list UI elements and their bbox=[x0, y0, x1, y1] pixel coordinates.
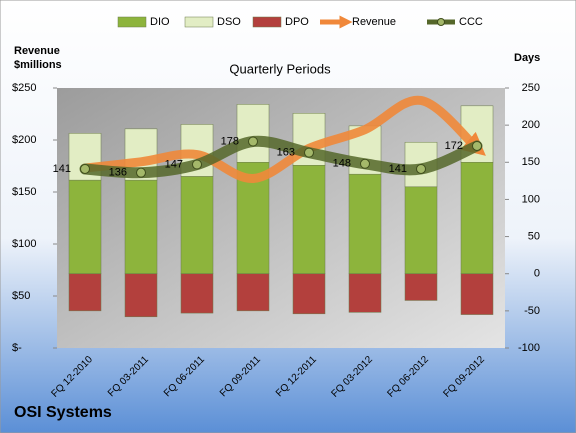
legend-label: DSO bbox=[217, 16, 241, 28]
point bbox=[192, 159, 202, 170]
bar bbox=[460, 162, 494, 274]
y2-tick-label: 100 bbox=[522, 193, 540, 205]
bar bbox=[68, 179, 102, 274]
y2-tick-label: 250 bbox=[522, 82, 540, 94]
bar bbox=[404, 273, 438, 301]
bar bbox=[180, 273, 214, 314]
legend-swatch bbox=[117, 16, 147, 28]
point bbox=[416, 163, 426, 174]
plot-area bbox=[57, 88, 505, 348]
bar bbox=[68, 273, 102, 312]
bar bbox=[348, 273, 382, 313]
bar bbox=[180, 176, 214, 274]
legend-label: DIO bbox=[150, 16, 170, 28]
y-tick-label: $- bbox=[12, 342, 22, 354]
line bbox=[80, 95, 486, 183]
data-label: 136 bbox=[109, 167, 127, 179]
y2-tick-label: -100 bbox=[518, 342, 540, 354]
point bbox=[304, 147, 314, 158]
data-label: 163 bbox=[277, 147, 295, 159]
legend-swatch bbox=[184, 16, 214, 28]
y2-tick-label: 150 bbox=[522, 156, 540, 168]
data-label: 141 bbox=[53, 163, 71, 175]
legend-swatch bbox=[252, 16, 282, 28]
bar bbox=[348, 173, 382, 274]
data-label: 148 bbox=[333, 158, 351, 170]
bar bbox=[292, 273, 326, 315]
bar bbox=[124, 179, 158, 274]
y-tick-label: $50 bbox=[12, 290, 30, 302]
point bbox=[80, 163, 90, 174]
data-label: 172 bbox=[445, 140, 463, 152]
bar bbox=[292, 165, 326, 274]
y2-tick-label: 0 bbox=[534, 268, 540, 280]
bar bbox=[236, 273, 270, 312]
legend-label: CCC bbox=[459, 16, 483, 28]
y2-tick-label: 200 bbox=[522, 119, 540, 131]
y2-tick-label: -50 bbox=[524, 305, 540, 317]
chart-title: Quarterly Periods bbox=[229, 61, 331, 76]
bar bbox=[124, 273, 158, 318]
y2-axis-label: Days bbox=[514, 52, 540, 64]
legend-label: Revenue bbox=[352, 16, 396, 28]
point bbox=[136, 167, 146, 178]
data-label: 178 bbox=[221, 135, 239, 147]
data-label: 141 bbox=[389, 163, 407, 175]
y-axis-label: Revenue $millions bbox=[14, 45, 62, 71]
caption: OSI Systems bbox=[14, 404, 112, 421]
bar bbox=[236, 104, 270, 163]
legend-swatch bbox=[437, 18, 445, 26]
point bbox=[248, 136, 258, 147]
bar bbox=[460, 273, 494, 315]
y-tick-label: $150 bbox=[12, 186, 36, 198]
data-label: 147 bbox=[165, 158, 183, 170]
legend-label: DPO bbox=[285, 16, 309, 28]
bar bbox=[404, 186, 438, 274]
y-tick-label: $200 bbox=[12, 134, 36, 146]
point bbox=[472, 140, 482, 151]
point bbox=[360, 158, 370, 169]
y-tick-label: $250 bbox=[12, 82, 36, 94]
y-tick-label: $100 bbox=[12, 238, 36, 250]
y2-tick-label: 50 bbox=[528, 230, 540, 242]
